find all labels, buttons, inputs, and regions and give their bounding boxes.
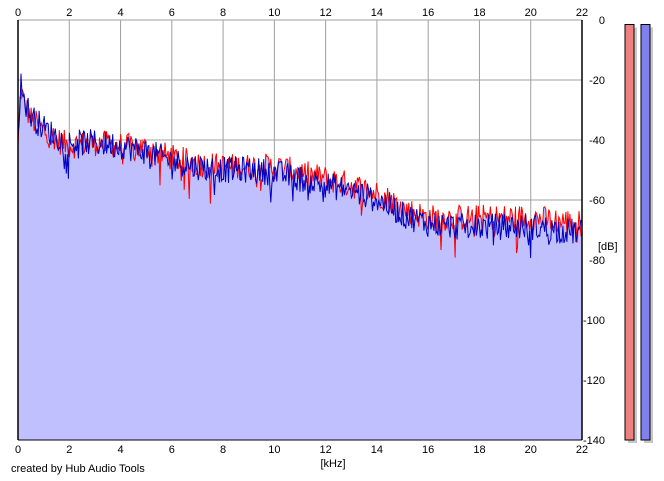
x-axis-label: [kHz]	[320, 458, 345, 470]
x-tick-label-bottom: 6	[169, 444, 175, 456]
x-tick-label-top: 16	[422, 7, 434, 19]
axes	[17, 20, 583, 441]
series-lines	[17, 73, 583, 259]
credit-text: created by Hub Audio Tools	[11, 463, 145, 475]
x-tick-label-bottom: 8	[220, 444, 226, 456]
x-tick-label-bottom: 20	[525, 444, 537, 456]
level-meters	[624, 24, 653, 443]
y-tick-label: -120	[583, 375, 605, 387]
x-tick-label-bottom: 16	[422, 444, 434, 456]
series-line-2	[17, 73, 583, 259]
x-tick-label-top: 2	[66, 7, 72, 19]
y-tick-label: 0	[599, 15, 605, 27]
x-tick-label-top: 20	[525, 7, 537, 19]
x-tick-label-bottom: 14	[371, 444, 383, 456]
x-tick-label-top: 10	[268, 7, 280, 19]
x-tick-label-top: 6	[169, 7, 175, 19]
x-tick-label-bottom: 12	[320, 444, 332, 456]
x-tick-label-bottom: 18	[473, 444, 485, 456]
x-tick-label-top: 22	[576, 7, 588, 19]
y-tick-label: -80	[589, 255, 605, 267]
x-tick-label-top: 4	[117, 7, 123, 19]
y-axis-label: [dB]	[598, 241, 618, 253]
x-tick-label-bottom: 0	[15, 444, 21, 456]
x-tick-label-top: 12	[320, 7, 332, 19]
y-tick-label: -140	[583, 435, 605, 447]
y-tick-label: -60	[589, 195, 605, 207]
x-tick-label-top: 0	[15, 7, 21, 19]
y-tick-label: -40	[589, 135, 605, 147]
x-tick-label-bottom: 10	[268, 444, 280, 456]
x-tick-label-top: 14	[371, 7, 383, 19]
level-meter-1	[624, 24, 635, 441]
x-tick-label-bottom: 4	[117, 444, 123, 456]
x-tick-label-top: 8	[220, 7, 226, 19]
x-tick-label-bottom: 2	[66, 444, 72, 456]
y-tick-label: -20	[589, 75, 605, 87]
tick-labels: 002244668810101212141416161818202022220-…	[15, 7, 605, 456]
x-tick-label-top: 18	[473, 7, 485, 19]
y-tick-label: -100	[583, 315, 605, 327]
level-meter-2	[640, 24, 651, 441]
x-tick-label-bottom: 22	[576, 444, 588, 456]
